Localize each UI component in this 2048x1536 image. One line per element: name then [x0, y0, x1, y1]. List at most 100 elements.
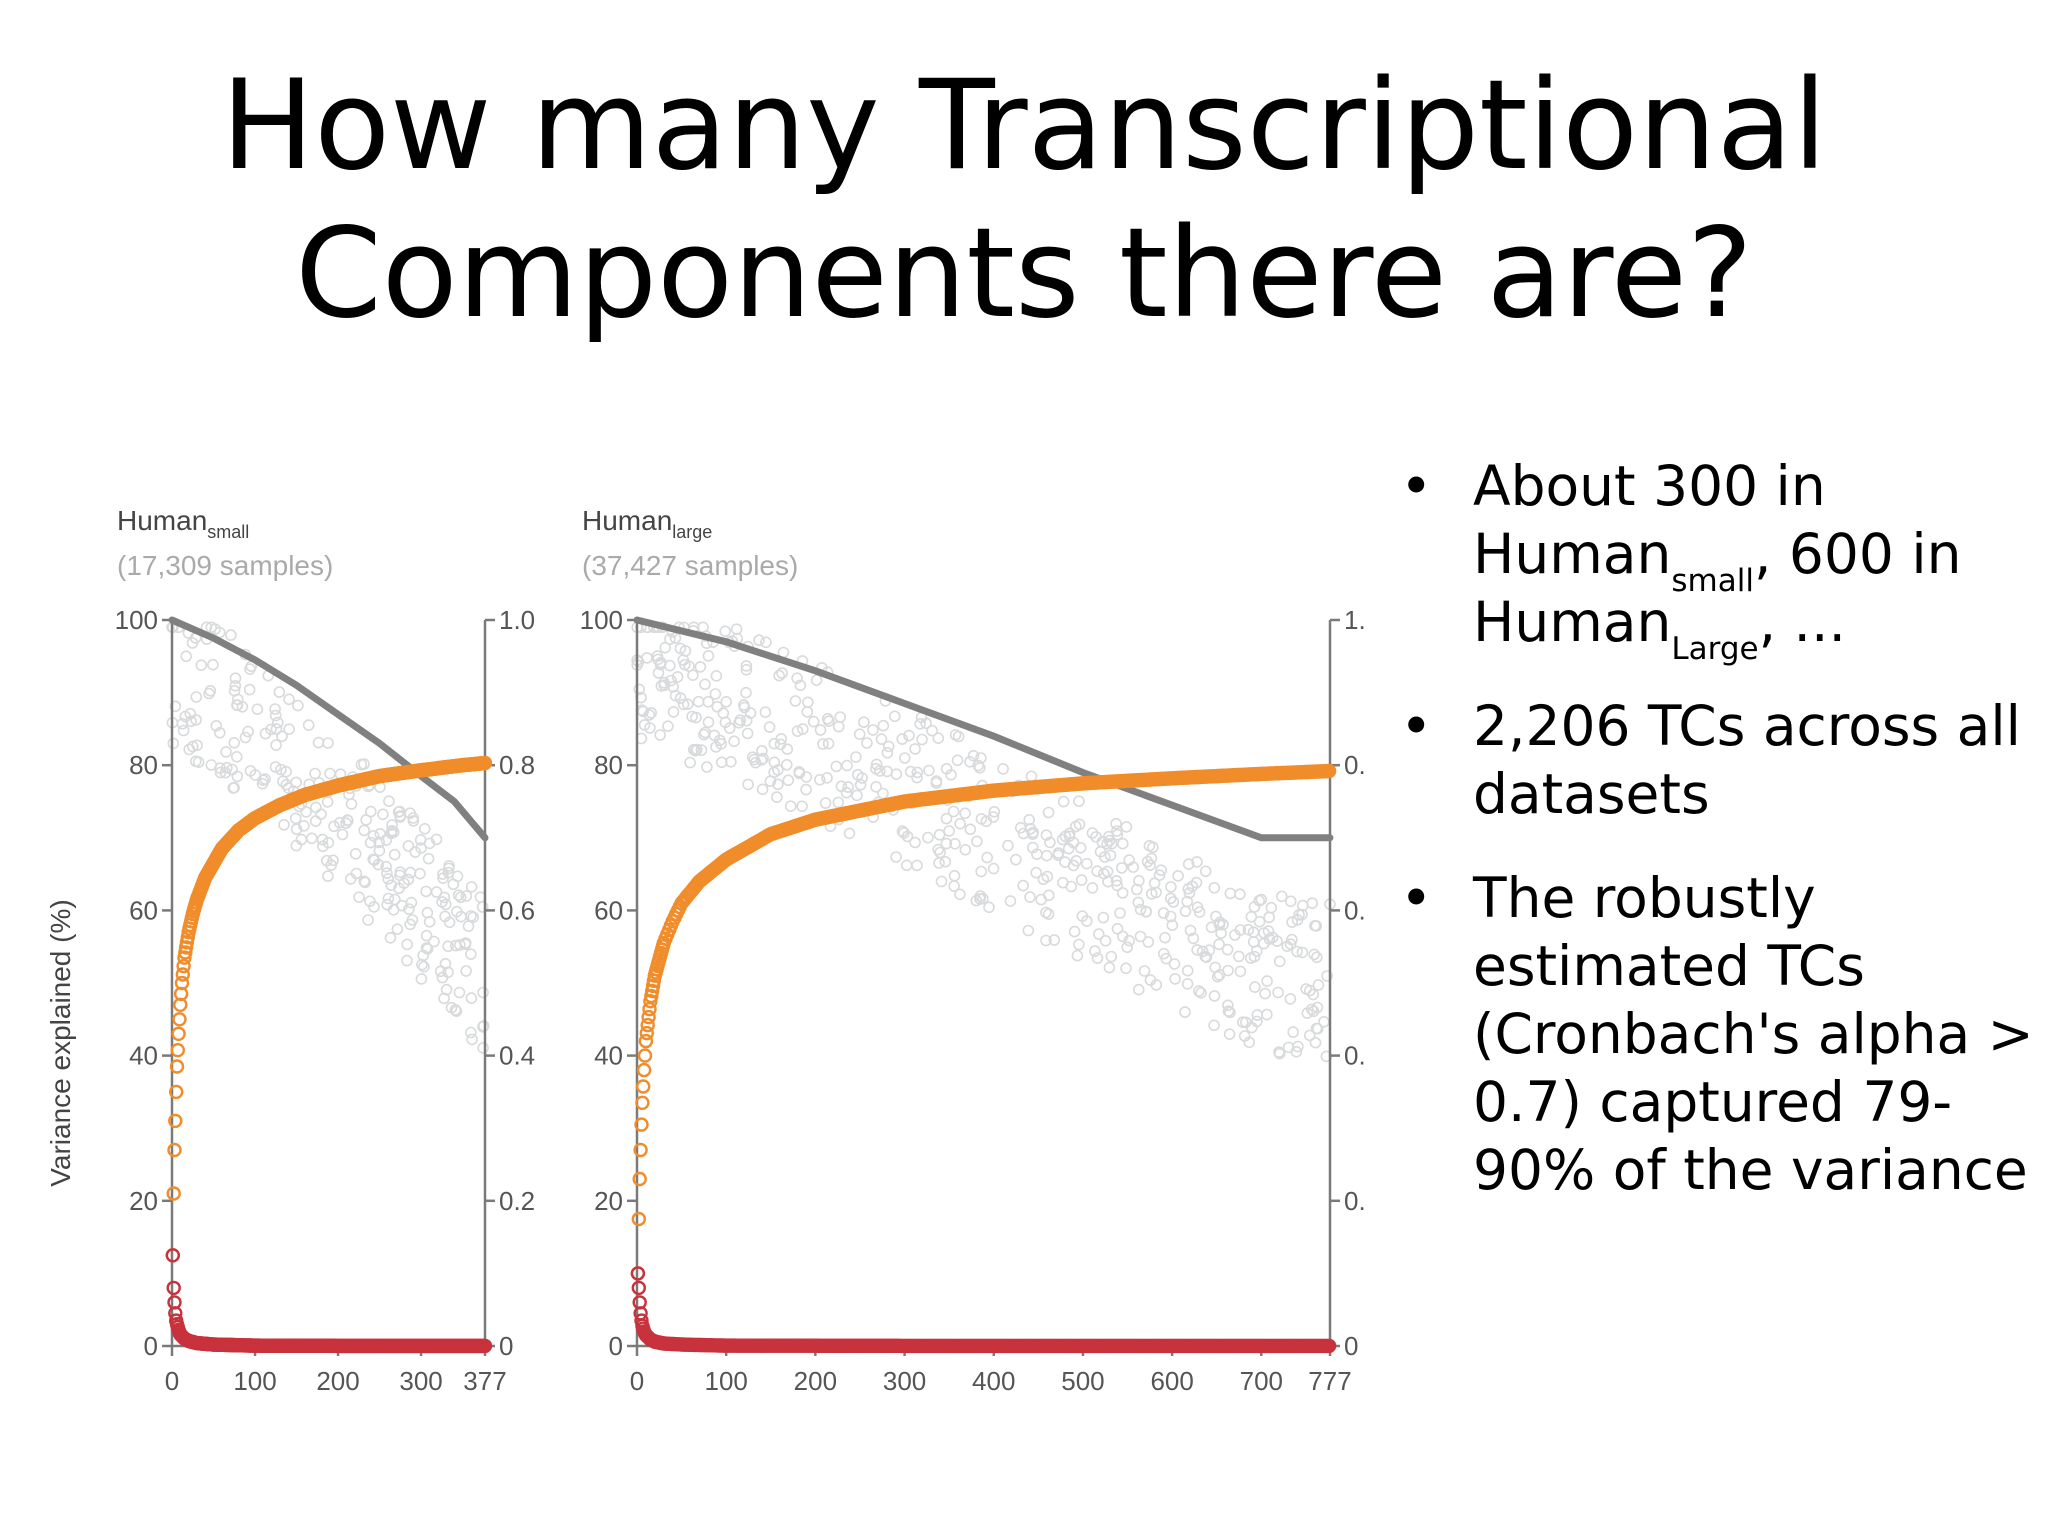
scatter-point	[881, 746, 894, 759]
scatter-point	[923, 764, 935, 777]
scatter-point	[1073, 938, 1085, 951]
scatter-point	[1203, 944, 1216, 957]
scatter-point	[1251, 945, 1263, 957]
cumulative-point	[172, 1012, 187, 1027]
scatter-point	[186, 637, 199, 649]
scatter-point	[459, 937, 472, 949]
per-component-point	[630, 1266, 646, 1281]
scatter-point	[1097, 911, 1110, 924]
scatter-point	[900, 859, 913, 872]
scatter-point	[858, 716, 870, 728]
y2-tick-label: 0.	[1344, 1041, 1366, 1071]
scatter-point	[1052, 847, 1065, 859]
y2-tick-label: 0.	[1344, 895, 1366, 925]
cumulative-point	[635, 1095, 650, 1110]
y-tick-label: 0	[609, 1331, 623, 1361]
scatter-point	[434, 965, 447, 978]
scatter-point	[694, 661, 707, 673]
y2-tick-label: 1.0	[499, 605, 535, 635]
scatter-point	[305, 832, 318, 845]
scatter-point	[1172, 870, 1184, 882]
scatter-point	[853, 728, 866, 740]
scatter-point	[959, 843, 972, 856]
y-tick-label: 0	[144, 1331, 158, 1361]
scatter-point	[674, 692, 687, 704]
scatter-point	[1148, 877, 1161, 890]
scatter-point	[207, 658, 219, 671]
scatter-point	[1213, 938, 1225, 951]
scatter-point	[1144, 974, 1157, 986]
scatter-point	[374, 828, 387, 840]
scatter-point	[1132, 896, 1145, 909]
scatter-point	[454, 891, 467, 904]
scatter-point	[1164, 910, 1177, 923]
scatter-point	[1234, 965, 1247, 978]
scatter-point	[386, 824, 398, 837]
scatter-point	[1040, 849, 1053, 862]
scatter-point	[959, 807, 971, 820]
scatter-point	[315, 808, 327, 821]
scatter-point	[1134, 903, 1147, 916]
scatter-point	[393, 882, 405, 895]
scatter-point	[1059, 856, 1071, 868]
scatter-point	[1142, 936, 1155, 948]
scatter-point	[877, 719, 890, 732]
scatter-point	[1286, 933, 1298, 946]
scatter-point	[1272, 986, 1284, 999]
scatter-point	[453, 939, 466, 951]
scatter-point	[1110, 817, 1122, 830]
scatter-point	[239, 731, 252, 744]
scatter-point	[1253, 915, 1266, 928]
scatter-point	[271, 716, 284, 729]
scatter-point	[1234, 924, 1247, 936]
scatter-point	[793, 767, 806, 780]
scatter-point	[404, 866, 417, 879]
scatter-point	[810, 674, 823, 686]
scatter-point	[975, 865, 988, 878]
scatter-point	[1309, 919, 1321, 932]
scatter-point	[861, 737, 873, 749]
scatter-point	[380, 860, 392, 873]
scatter-point	[1068, 925, 1081, 938]
scatter-point	[933, 857, 945, 869]
scatter-point	[437, 872, 449, 885]
scatter-point	[1296, 946, 1309, 959]
slide-title: How many Transcriptional Components ther…	[0, 52, 2048, 348]
scatter-point	[1273, 1046, 1285, 1058]
scatter-point	[388, 848, 401, 861]
cumulative-point	[636, 1062, 652, 1078]
scatter-point	[1002, 839, 1014, 852]
scatter-point	[911, 766, 924, 779]
bullet-text: , 600 in Human	[1473, 522, 1962, 654]
scatter-point	[1043, 889, 1055, 902]
scatter-point	[1123, 854, 1135, 866]
cumulative-series	[630, 763, 1337, 1281]
scatter-point	[834, 711, 847, 723]
x-tick-label: 600	[1150, 1366, 1193, 1396]
scatter-point	[782, 774, 795, 787]
scatter-point	[728, 735, 740, 748]
scatter-point	[1099, 934, 1112, 947]
scatter-point	[988, 805, 1001, 818]
scatter-point	[911, 771, 923, 784]
cumulative-point	[166, 1186, 181, 1201]
scatter-point	[689, 744, 702, 757]
scatter-point	[1143, 839, 1156, 852]
scatter-point	[1040, 829, 1053, 842]
scatter-point	[948, 880, 960, 892]
scatter-point	[322, 870, 334, 882]
x-tick-label: 377	[463, 1366, 506, 1396]
scatter-point	[662, 720, 674, 732]
scatter-point	[228, 736, 240, 749]
scatter-point	[896, 825, 909, 838]
scatter-point	[176, 718, 189, 730]
scatter-point	[914, 718, 926, 730]
scatter-point	[396, 899, 408, 912]
x-tick-label: 200	[316, 1366, 359, 1396]
scatter-point	[711, 701, 724, 713]
scatter-point	[453, 986, 466, 999]
cumulative-point	[176, 958, 191, 974]
bullet-text: , ...	[1758, 590, 1846, 654]
scatter-point	[1157, 907, 1170, 919]
scatter-point	[404, 807, 416, 820]
